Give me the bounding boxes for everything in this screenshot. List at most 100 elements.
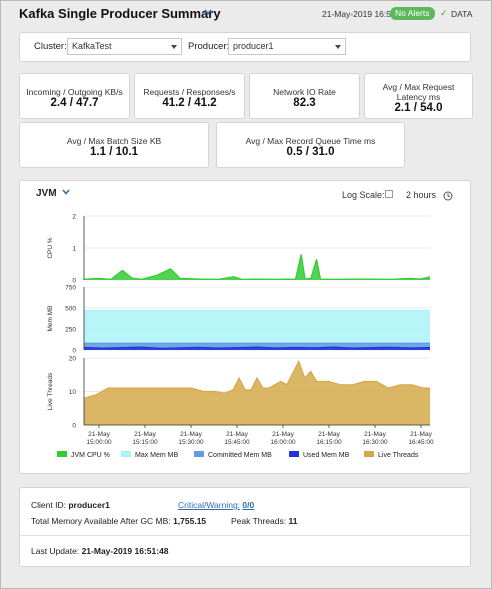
- kpi-network-io[interactable]: Network IO Rate 82.3: [249, 73, 360, 119]
- client-id-value: producer1: [68, 500, 110, 510]
- kpi-value: 82.3: [293, 97, 316, 109]
- producer-label: Producer:: [188, 41, 230, 52]
- log-scale-checkbox[interactable]: [385, 190, 393, 198]
- caret-down-icon: [335, 45, 341, 49]
- series-line: [83, 346, 431, 349]
- critical-warning-link[interactable]: Critical/Warning:: [178, 500, 241, 510]
- log-scale-label: Log Scale:: [342, 190, 385, 200]
- y-tick-label: 500: [65, 306, 76, 313]
- y-tick-label: 250: [65, 327, 76, 334]
- y-tick-label: 0: [72, 278, 76, 285]
- kpi-label: Avg / Max Record Queue Time ms: [245, 136, 376, 146]
- memory-label: Total Memory Available After GC MB:: [31, 516, 171, 526]
- kpi-value: 41.2 / 41.2: [162, 97, 217, 109]
- alert-badge[interactable]: No Alerts: [390, 7, 435, 20]
- x-tick-label-day: 21-May: [226, 431, 248, 438]
- last-update-row: Last Update: 21-May-2019 16:51:48: [31, 546, 169, 556]
- info-divider: [20, 535, 470, 536]
- caret-down-icon: [171, 45, 177, 49]
- y-tick-label: 20: [69, 356, 77, 363]
- data-status-label: DATA: [451, 9, 473, 19]
- cluster-label: Cluster:: [34, 41, 67, 52]
- x-tick-label-time: 15:00:00: [86, 439, 112, 446]
- kpi-value: 2.1 / 54.0: [394, 102, 443, 114]
- page-title: Kafka Single Producer Summary: [19, 6, 221, 21]
- series-area: [84, 254, 430, 280]
- series-area: [84, 310, 430, 350]
- legend-swatch: [194, 451, 204, 457]
- series-area: [84, 361, 430, 425]
- peak-threads-value: 11: [288, 516, 298, 526]
- clock-icon[interactable]: [443, 191, 453, 201]
- y-tick-label: 0: [72, 423, 76, 430]
- kpi-label: Network IO Rate: [273, 87, 336, 97]
- series-line: [83, 359, 430, 399]
- chart-title: JVM: [36, 188, 57, 199]
- y-tick-label: 10: [69, 389, 77, 396]
- kpi-record-queue-time[interactable]: Avg / Max Record Queue Time ms 0.5 / 31.…: [216, 122, 405, 168]
- x-tick-label-time: 16:00:00: [270, 439, 296, 446]
- legend-swatch: [57, 451, 67, 457]
- x-tick-label-time: 15:30:00: [178, 439, 204, 446]
- kpi-label: Incoming / Outgoing KB/s: [26, 87, 123, 97]
- y-tick-label: 750: [65, 285, 76, 292]
- series-line: [83, 254, 431, 280]
- x-tick-label-time: 16:15:00: [316, 439, 342, 446]
- legend-label: JVM CPU %: [71, 452, 110, 459]
- x-tick-label-time: 16:45:00: [408, 439, 434, 446]
- kpi-incoming-outgoing[interactable]: Incoming / Outgoing KB/s 2.4 / 47.7: [19, 73, 130, 119]
- kpi-batch-size[interactable]: Avg / Max Batch Size KB 1.1 / 10.1: [19, 122, 209, 168]
- critical-warning-row: Critical/Warning: 0/0: [178, 500, 254, 510]
- legend-item[interactable]: Live Threads: [364, 451, 418, 461]
- x-tick-label-day: 21-May: [180, 431, 202, 438]
- y-tick-label: 2: [72, 214, 76, 221]
- legend-item[interactable]: JVM CPU %: [57, 451, 110, 461]
- x-tick-label-day: 21-May: [318, 431, 340, 438]
- check-icon: ✓: [440, 8, 448, 18]
- legend-item[interactable]: Used Mem MB: [289, 451, 349, 461]
- last-update-value: 21-May-2019 16:51:48: [81, 546, 169, 556]
- legend-item[interactable]: Committed Mem MB: [194, 451, 272, 461]
- kpi-value: 2.4 / 47.7: [50, 97, 99, 109]
- legend-item[interactable]: Max Mem MB: [121, 451, 178, 461]
- kpi-value: 0.5 / 31.0: [286, 146, 335, 158]
- last-update-label: Last Update:: [31, 546, 80, 556]
- x-tick-label-time: 15:15:00: [132, 439, 158, 446]
- x-tick-label-day: 21-May: [410, 431, 432, 438]
- kpi-request-latency[interactable]: Avg / Max Request Latency ms 2.1 / 54.0: [364, 73, 473, 119]
- chevron-down-icon[interactable]: [204, 9, 212, 15]
- legend-label: Committed Mem MB: [208, 452, 272, 459]
- chevron-down-icon[interactable]: [62, 189, 70, 195]
- kpi-requests-responses[interactable]: Requests / Responses/s 41.2 / 41.2: [134, 73, 245, 119]
- kpi-label: Requests / Responses/s: [143, 87, 236, 97]
- legend-swatch: [121, 451, 131, 457]
- x-tick-label-day: 21-May: [134, 431, 156, 438]
- x-tick-label-time: 16:30:00: [362, 439, 388, 446]
- legend-swatch: [364, 451, 374, 457]
- cluster-select[interactable]: KafkaTest: [67, 38, 182, 55]
- y-tick-label: 0: [72, 348, 76, 355]
- legend-label: Max Mem MB: [135, 452, 179, 459]
- x-tick-label-day: 21-May: [364, 431, 386, 438]
- kpi-value: 1.1 / 10.1: [90, 146, 138, 158]
- y-tick-label: 1: [72, 246, 76, 253]
- memory-row: Total Memory Available After GC MB: 1,75…: [31, 516, 206, 526]
- y-axis-label: Mem MB: [47, 306, 54, 332]
- time-range-selector[interactable]: 2 hours: [406, 190, 437, 200]
- producer-select-value: producer1: [233, 41, 274, 51]
- legend-swatch: [289, 451, 299, 457]
- client-id-label: Client ID:: [31, 500, 66, 510]
- info-panel: [19, 487, 471, 567]
- x-tick-label-time: 15:45:00: [224, 439, 250, 446]
- kpi-label: Avg / Max Batch Size KB: [66, 136, 162, 146]
- client-id-row: Client ID: producer1: [31, 500, 110, 510]
- header-date: 21-May-2019 16:55: [322, 9, 396, 19]
- legend-label: Live Threads: [378, 452, 419, 459]
- kpi-label: Avg / Max Request Latency ms: [382, 82, 455, 102]
- critical-warning-value[interactable]: 0/0: [242, 500, 255, 510]
- peak-threads-row: Peak Threads: 11: [231, 516, 298, 526]
- cluster-select-value: KafkaTest: [72, 41, 112, 51]
- producer-select[interactable]: producer1: [228, 38, 346, 55]
- x-tick-label-day: 21-May: [272, 431, 294, 438]
